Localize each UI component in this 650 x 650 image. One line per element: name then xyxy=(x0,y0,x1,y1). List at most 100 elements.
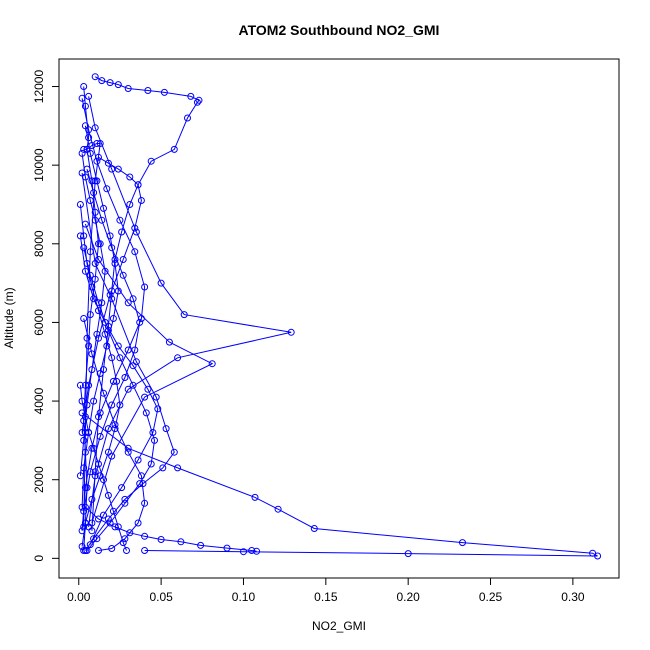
series-line xyxy=(81,98,146,531)
data-point xyxy=(240,548,247,556)
y-tick-label: 2000 xyxy=(32,466,46,493)
data-point xyxy=(91,275,99,283)
data-point xyxy=(100,389,107,397)
data-point xyxy=(85,342,93,350)
data-point xyxy=(124,346,132,354)
profile-series-12 xyxy=(78,153,145,436)
data-point xyxy=(95,460,102,468)
data-point xyxy=(141,283,149,291)
data-point xyxy=(93,157,101,165)
data-point xyxy=(151,436,158,444)
data-point xyxy=(124,385,132,393)
data-point xyxy=(91,124,99,132)
data-point xyxy=(80,507,88,515)
plot-frame xyxy=(58,58,620,579)
data-point xyxy=(83,165,91,173)
data-point xyxy=(104,425,112,433)
data-point xyxy=(86,197,94,204)
data-point xyxy=(141,547,149,554)
data-point xyxy=(76,201,84,208)
data-point xyxy=(121,499,129,507)
data-point xyxy=(157,536,165,543)
data-point xyxy=(103,185,111,193)
data-point xyxy=(114,287,122,295)
data-point xyxy=(193,98,201,106)
data-point xyxy=(223,544,231,552)
plot-area xyxy=(76,73,602,560)
data-point xyxy=(123,547,130,554)
data-point xyxy=(93,535,101,543)
data-point xyxy=(80,436,88,444)
data-point xyxy=(80,315,88,322)
x-tick-label: 0.00 xyxy=(67,590,91,604)
data-point xyxy=(141,499,149,507)
profile-series-4 xyxy=(85,92,295,531)
data-point xyxy=(126,201,134,208)
data-point xyxy=(95,153,102,161)
data-point xyxy=(142,409,150,417)
data-point xyxy=(88,366,96,374)
data-point xyxy=(126,529,134,537)
data-point xyxy=(93,177,101,185)
x-tick-label: 0.15 xyxy=(314,590,338,604)
data-point xyxy=(144,385,152,393)
data-point xyxy=(310,525,318,532)
data-point xyxy=(85,381,93,389)
data-point xyxy=(141,393,149,401)
data-point xyxy=(83,334,91,342)
series-line xyxy=(83,247,156,551)
data-point xyxy=(108,401,116,409)
data-point xyxy=(104,159,112,167)
data-point xyxy=(108,165,116,173)
data-point xyxy=(78,543,86,550)
data-point xyxy=(170,145,178,153)
series-line xyxy=(83,168,141,512)
data-point xyxy=(103,342,111,350)
data-point xyxy=(113,377,121,385)
data-point xyxy=(116,216,124,224)
data-point xyxy=(86,468,94,476)
data-point xyxy=(106,519,114,527)
y-tick-label: 4000 xyxy=(32,387,46,414)
data-point xyxy=(85,134,93,142)
data-point xyxy=(109,507,117,515)
y-tick-label: 0 xyxy=(32,555,46,562)
data-point xyxy=(108,287,116,295)
data-point xyxy=(251,493,259,501)
data-point xyxy=(100,204,107,212)
data-point xyxy=(76,381,84,389)
x-tick-label: 0.20 xyxy=(396,590,420,604)
series-line xyxy=(81,156,142,433)
data-point xyxy=(118,228,126,236)
data-point xyxy=(80,232,88,240)
x-axis: 0.00 0.05 0.10 0.15 0.20 0.25 0.30 xyxy=(67,577,585,604)
data-point xyxy=(98,77,106,85)
data-point xyxy=(165,338,173,346)
data-point xyxy=(124,85,132,92)
data-point xyxy=(129,295,137,303)
data-point xyxy=(106,79,114,87)
data-point xyxy=(78,94,86,102)
data-point xyxy=(108,354,116,362)
data-point xyxy=(253,547,261,555)
series-line xyxy=(81,412,598,557)
y-tick-label: 12000 xyxy=(32,70,46,104)
data-point xyxy=(208,360,216,368)
data-point xyxy=(93,140,101,147)
data-point xyxy=(144,87,152,94)
data-point xyxy=(90,397,98,405)
data-point xyxy=(114,165,122,173)
data-point xyxy=(121,374,129,381)
data-point xyxy=(104,448,112,456)
data-point xyxy=(80,244,88,252)
chart-title: ATOM2 Southbound NO2_GMI xyxy=(239,22,440,38)
data-point xyxy=(78,397,86,405)
data-point xyxy=(100,511,107,519)
data-point xyxy=(184,114,191,122)
data-point xyxy=(134,519,142,527)
data-point xyxy=(78,503,86,511)
data-point xyxy=(100,476,107,484)
profile-series-18 xyxy=(78,122,122,511)
x-axis-label: NO2_GMI xyxy=(312,619,366,633)
data-point xyxy=(119,539,127,547)
